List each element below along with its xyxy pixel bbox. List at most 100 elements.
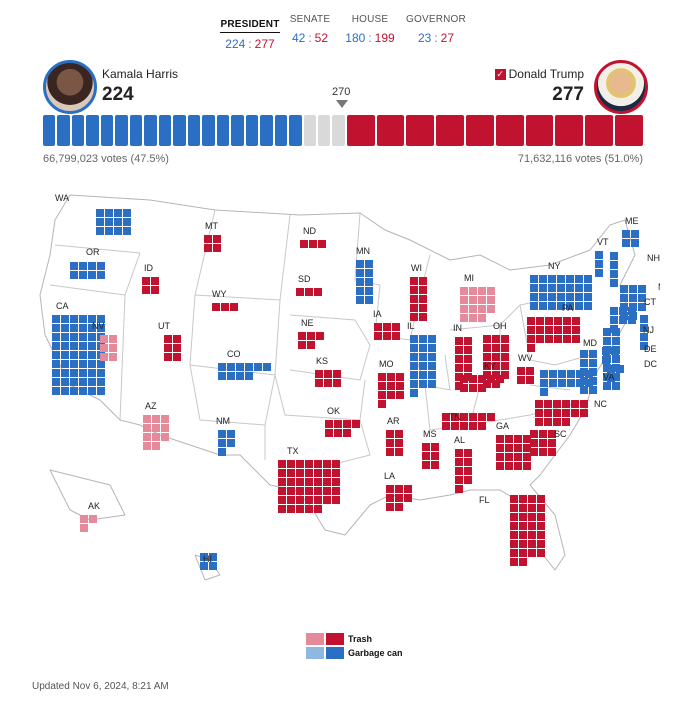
ev-tile-nc bbox=[553, 400, 561, 408]
ev-tile-ny bbox=[584, 275, 592, 283]
bar-segment bbox=[615, 115, 643, 146]
ev-tile-ny bbox=[584, 302, 592, 310]
ev-tile-tx bbox=[323, 496, 331, 504]
ev-tile-co bbox=[227, 372, 235, 380]
ev-tile-ca bbox=[70, 360, 78, 368]
ev-tile-ny bbox=[548, 284, 556, 292]
ev-tile-oh bbox=[483, 335, 491, 343]
ev-tile-mo bbox=[378, 382, 386, 390]
ev-tile-tx bbox=[305, 469, 313, 477]
ev-tile-fl bbox=[510, 531, 518, 539]
ev-tile-nc bbox=[562, 418, 570, 426]
legend-swatch-light bbox=[306, 646, 324, 659]
ev-tile-ca bbox=[79, 378, 87, 386]
ev-tile-ms bbox=[431, 461, 439, 469]
ev-tile-ny bbox=[539, 275, 547, 283]
bar-segment bbox=[525, 115, 554, 146]
ev-tile-fl bbox=[528, 495, 536, 503]
ev-tile-oh bbox=[483, 353, 491, 361]
tab-president[interactable]: PRESIDENT 224:277 bbox=[205, 14, 295, 51]
ev-tile-tx bbox=[305, 478, 313, 486]
ev-tile-ca bbox=[70, 324, 78, 332]
ev-tile-in bbox=[455, 346, 463, 354]
ev-tile-la bbox=[386, 485, 394, 493]
ev-tile-wi bbox=[419, 313, 427, 321]
state-label-mt: MT bbox=[205, 221, 218, 231]
tab-governor[interactable]: GOVERNOR 23:27 bbox=[391, 14, 481, 45]
ev-tile-tx bbox=[305, 460, 313, 468]
ev-tile-ks bbox=[315, 370, 323, 378]
state-label-nm: NM bbox=[216, 416, 230, 426]
ev-tile-nc bbox=[535, 400, 543, 408]
ev-tile-ny bbox=[584, 284, 592, 292]
ev-tile-ca bbox=[97, 378, 105, 386]
tab-house[interactable]: HOUSE 180:199 bbox=[325, 14, 415, 45]
ev-tile-md bbox=[589, 368, 597, 376]
ev-tile-ca bbox=[97, 369, 105, 377]
ev-tile-ca bbox=[97, 324, 105, 332]
tab-label: SENATE bbox=[289, 14, 331, 25]
ev-tile-tx bbox=[278, 460, 286, 468]
ev-tile-ok bbox=[334, 420, 342, 428]
ev-tile-mo bbox=[387, 391, 395, 399]
ev-tile-ky bbox=[469, 384, 477, 392]
state-label-nc: NC bbox=[594, 399, 607, 409]
ev-tile-fl bbox=[537, 522, 545, 530]
ev-tile-vt bbox=[595, 251, 603, 259]
ev-tile-il bbox=[428, 362, 436, 370]
ev-tile-ma bbox=[638, 303, 646, 311]
state-label-hi: HI bbox=[203, 554, 212, 564]
ev-tile-nc bbox=[580, 409, 588, 417]
ev-tile-wy bbox=[221, 303, 229, 311]
ev-tile-pa bbox=[545, 335, 553, 343]
state-label-ms: MS bbox=[423, 429, 437, 439]
bar-segment bbox=[318, 115, 331, 146]
rep-candidate-header: ✓ Donald Trump bbox=[494, 67, 584, 81]
tab-label: GOVERNOR bbox=[406, 14, 466, 25]
ev-tile-ca bbox=[97, 360, 105, 368]
ev-tile-ia bbox=[374, 332, 382, 340]
ev-tile-nc bbox=[544, 409, 552, 417]
ev-tile-ga bbox=[505, 462, 513, 470]
ev-tile-hi bbox=[209, 562, 217, 570]
ev-tile-il bbox=[419, 380, 427, 388]
ev-tile-nc bbox=[535, 418, 543, 426]
legend-item-garbage-can: Garbage can bbox=[306, 646, 403, 659]
state-label-il: IL bbox=[407, 321, 415, 331]
ev-tile-al bbox=[455, 458, 463, 466]
ev-tile-ca bbox=[88, 324, 96, 332]
ev-tile-wi bbox=[410, 286, 418, 294]
ev-tile-mt bbox=[204, 244, 212, 252]
ev-tile-fl bbox=[537, 549, 545, 557]
ev-tile-il bbox=[419, 362, 427, 370]
state-label-oh: OH bbox=[493, 321, 507, 331]
rep-popular-votes: 71,632,116 votes (51.0%) bbox=[517, 153, 643, 165]
ev-tile-tx bbox=[314, 478, 322, 486]
state-label-vt: VT bbox=[597, 237, 609, 247]
state-labels: WA OR CA NV ID MT WY UT AZ CO NM ND SD NE KS OK TX MN IA MO… bbox=[55, 193, 660, 564]
ev-tile-ga bbox=[514, 435, 522, 443]
ev-tile-tn bbox=[478, 413, 486, 421]
ev-tile-hi bbox=[209, 553, 217, 561]
ev-tile-tx bbox=[278, 469, 286, 477]
ev-tile-fl bbox=[519, 558, 527, 566]
ev-tile-ny bbox=[539, 293, 547, 301]
ev-tile-al bbox=[464, 458, 472, 466]
state-label-tn: TN bbox=[449, 412, 461, 422]
ev-tile-oh bbox=[483, 380, 491, 388]
ev-tile-ga bbox=[514, 462, 522, 470]
ev-tile-il bbox=[410, 335, 418, 343]
ev-tile-ca bbox=[79, 342, 87, 350]
ev-tile-ca bbox=[88, 378, 96, 386]
ev-tile-ga bbox=[523, 453, 531, 461]
threshold-label: 270 bbox=[332, 86, 351, 98]
ev-tile-or bbox=[79, 262, 87, 270]
ev-tile-ok bbox=[352, 420, 360, 428]
tab-senate[interactable]: SENATE 42:52 bbox=[265, 14, 355, 45]
ev-tile-ga bbox=[496, 435, 504, 443]
ev-tile-al bbox=[464, 449, 472, 457]
ev-tile-ny bbox=[557, 302, 565, 310]
ev-tile-mo bbox=[396, 373, 404, 381]
ev-tile-ca bbox=[70, 378, 78, 386]
ev-tile-wa bbox=[123, 227, 131, 235]
